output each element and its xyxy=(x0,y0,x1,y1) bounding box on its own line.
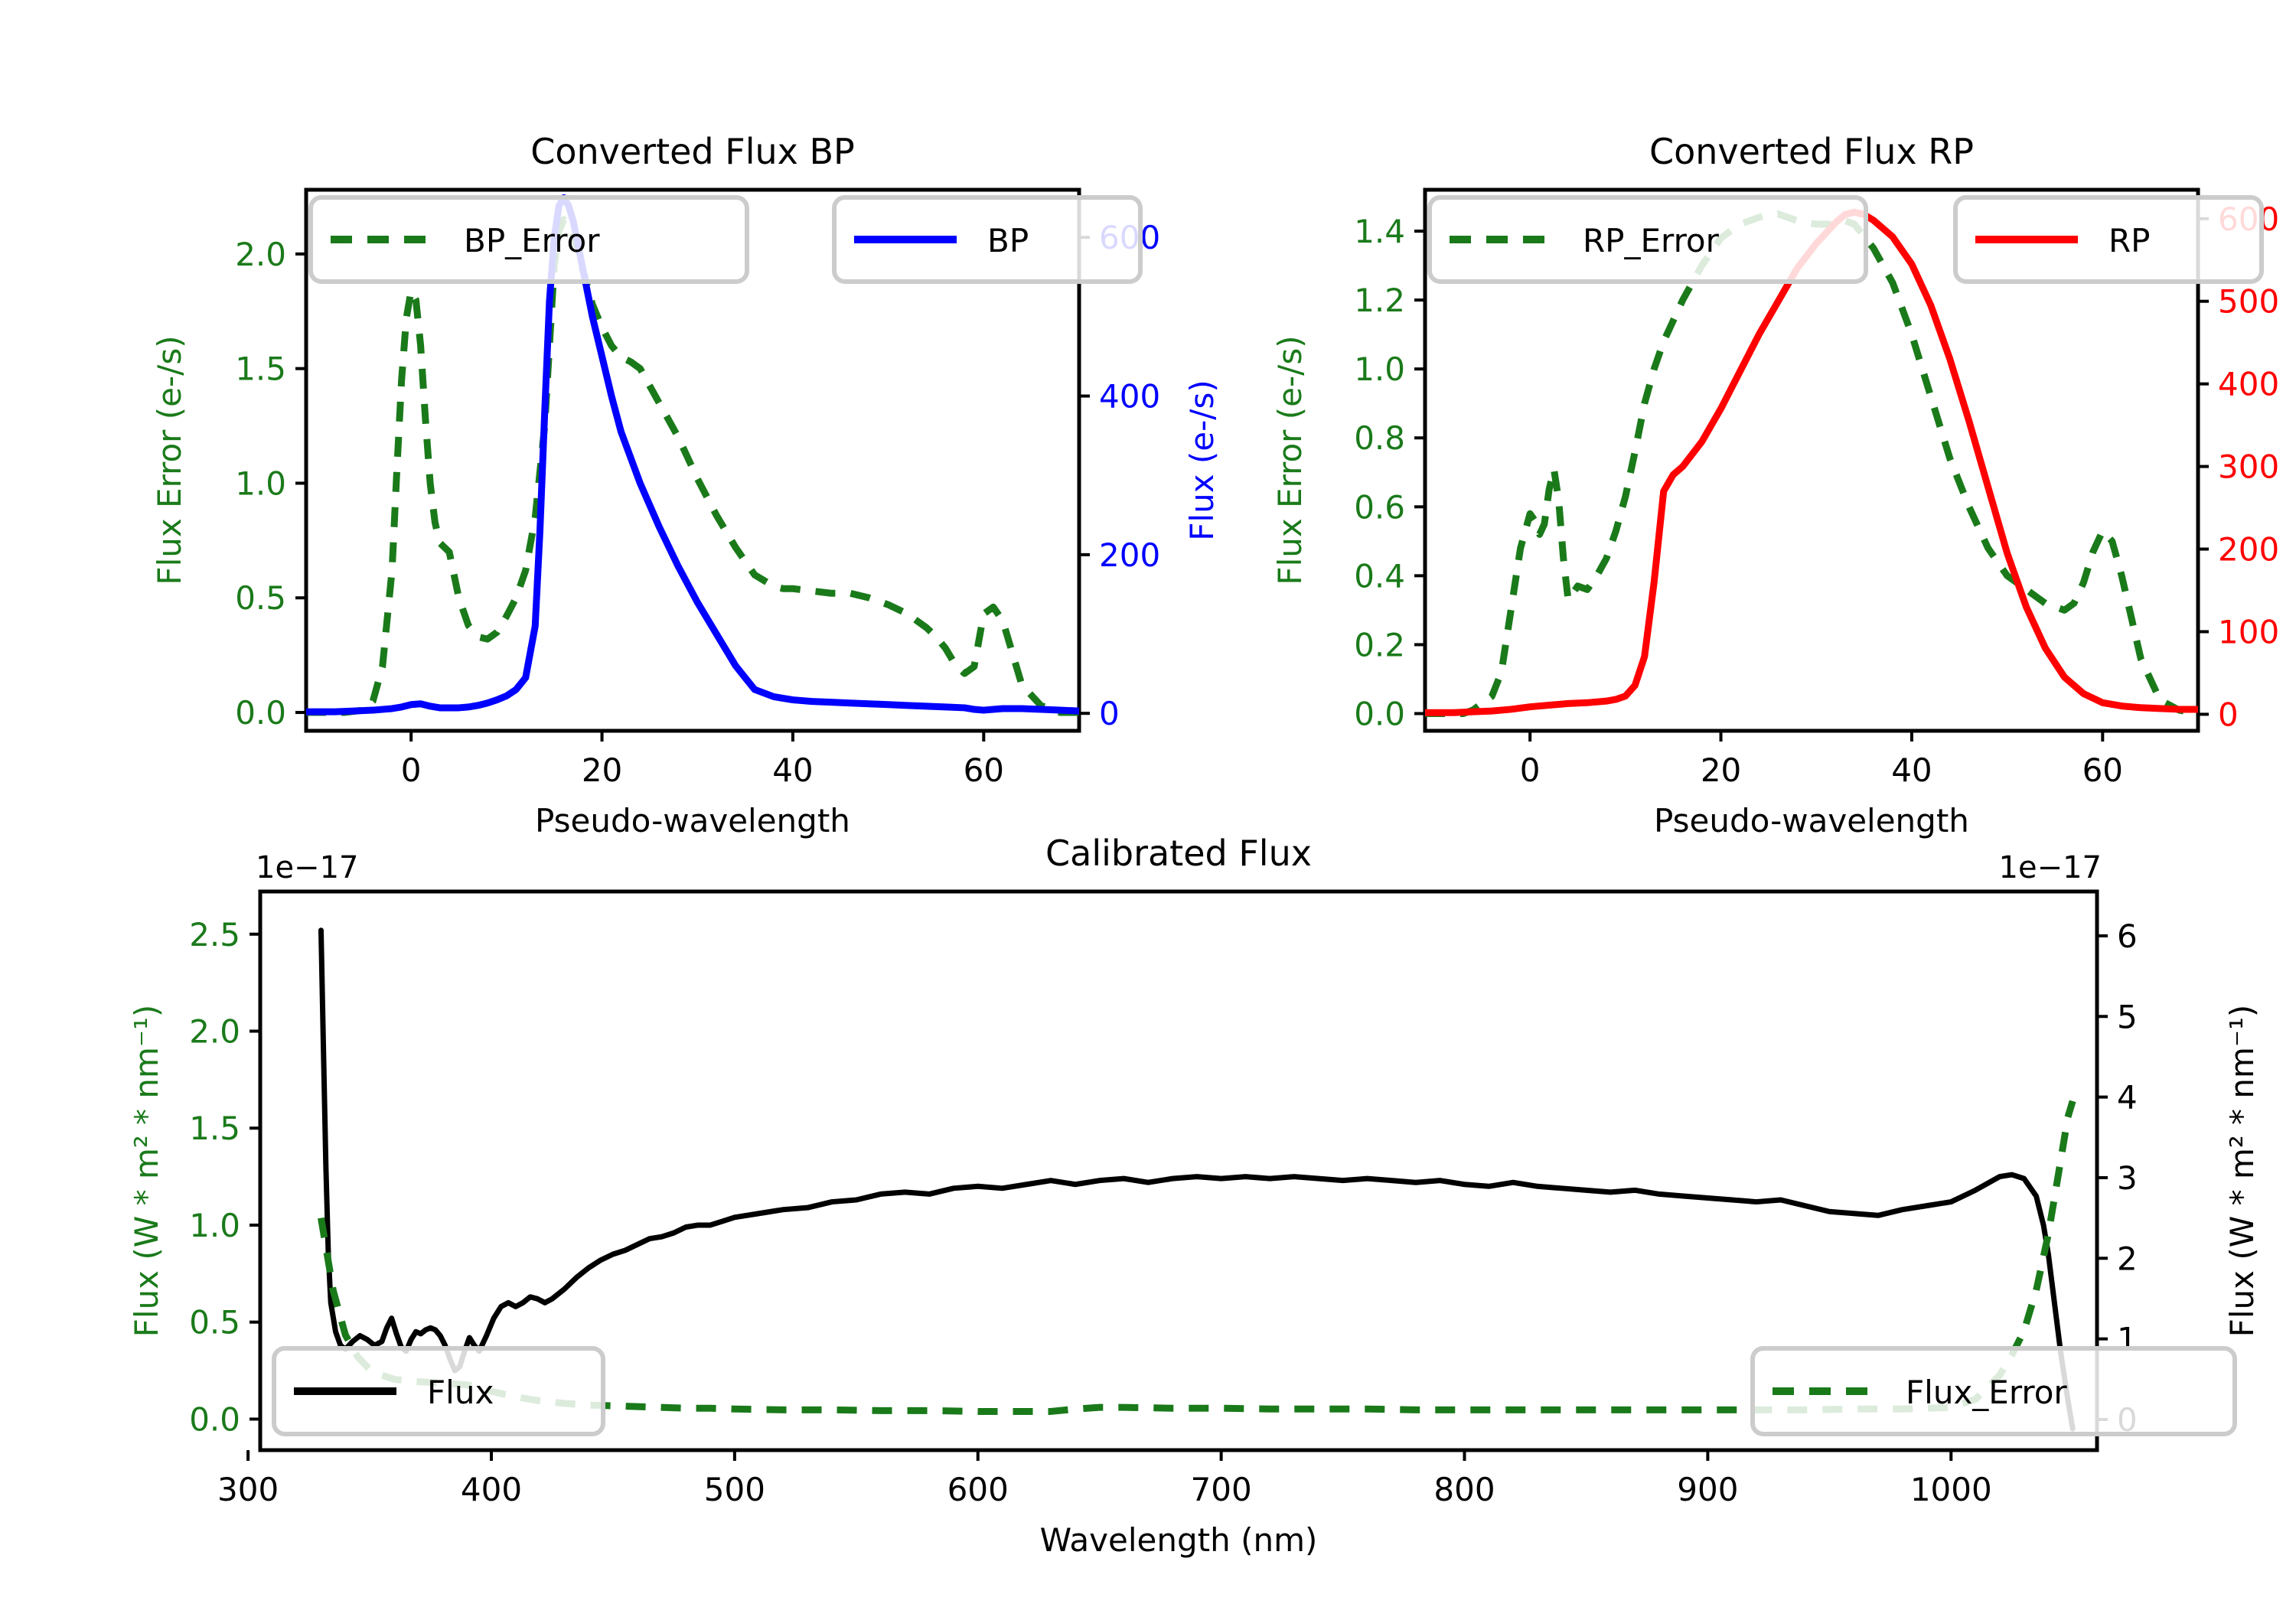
panel-title-bp: Converted Flux BP xyxy=(530,131,855,172)
yticklabel-right-rp-4: 400 xyxy=(2218,366,2279,403)
yticklabel-right-bp-2: 400 xyxy=(1099,378,1160,416)
xticklabel-cal-1: 400 xyxy=(461,1471,522,1508)
panel-bp: Converted Flux BP 0 20 40 60 Pseudo-wavelengt… xyxy=(151,131,1221,839)
yticklabel-left-cal-4: 2.0 xyxy=(189,1013,240,1051)
legend-label-cal-0: Flux xyxy=(427,1374,494,1411)
yticklabel-left-rp-1: 0.2 xyxy=(1354,626,1405,663)
plot-frame-rp xyxy=(1423,187,2200,733)
yticklabel-right-cal-2: 2 xyxy=(2117,1240,2138,1277)
yticklabel-right-cal-3: 3 xyxy=(2117,1159,2138,1197)
legend-label-cal-1: Flux_Error xyxy=(1906,1374,2067,1411)
legend-box-rp-0 xyxy=(1427,195,1868,284)
yticklabel-left-bp-2: 1.0 xyxy=(235,464,286,502)
yticklabel-left-cal-1: 0.5 xyxy=(189,1304,240,1341)
yticklabel-right-rp-5: 500 xyxy=(2218,283,2279,321)
xticklabel-cal-6: 900 xyxy=(1677,1471,1738,1508)
panel-cal: Calibrated Flux 300 400 500 600 700 800 900 1000… xyxy=(128,833,2261,1559)
yaxis-label-left-bp: Flux Error (e-/s) xyxy=(151,335,188,585)
legend-rp-0[interactable]: RP_Error xyxy=(1427,195,1868,284)
yticklabel-left-bp-3: 1.5 xyxy=(235,350,286,388)
xticklabel-cal-0: 300 xyxy=(217,1471,279,1508)
yticklabel-left-rp-0: 0.0 xyxy=(1354,695,1405,732)
xticklabel-bp-0: 0 xyxy=(401,751,422,789)
yticklabel-right-cal-4: 4 xyxy=(2117,1079,2138,1116)
xaxis-label-cal: Wavelength (nm) xyxy=(1040,1521,1318,1559)
yticklabel-right-rp-2: 200 xyxy=(2218,531,2279,569)
yticklabel-left-bp-0: 0.0 xyxy=(235,694,286,732)
legend-rp-1[interactable]: RP xyxy=(1953,195,2264,284)
yticklabel-left-rp-6: 1.2 xyxy=(1354,282,1405,319)
xticklabel-rp-2: 40 xyxy=(1891,751,1932,789)
legend-box-cal-0 xyxy=(272,1346,605,1436)
panel-title-cal: Calibrated Flux xyxy=(1045,833,1312,874)
xticklabel-bp-3: 60 xyxy=(964,751,1004,789)
yaxis-label-left-cal: Flux (W * m² * nm⁻¹) xyxy=(128,1005,165,1338)
yticklabel-right-bp-1: 200 xyxy=(1099,536,1160,574)
legend-label-bp-1: BP xyxy=(987,222,1029,259)
legend-label-rp-1: RP xyxy=(2108,222,2151,259)
legend-cal-1[interactable]: Flux_Error xyxy=(1750,1346,2237,1436)
series-rp-rp_error xyxy=(1425,210,2198,717)
yticklabel-right-rp-0: 0 xyxy=(2218,696,2239,733)
yticklabel-left-bp-1: 0.5 xyxy=(235,579,286,617)
legend-box-cal-1 xyxy=(1750,1346,2237,1436)
yticklabel-left-rp-5: 1.0 xyxy=(1354,350,1405,388)
legend-cal-0[interactable]: Flux xyxy=(272,1346,605,1436)
yticklabel-left-cal-3: 1.5 xyxy=(189,1110,240,1147)
xaxis-label-rp: Pseudo-wavelength xyxy=(1654,802,1969,839)
plot-frame-bp xyxy=(304,187,1081,733)
legend-box-rp-1 xyxy=(1953,195,2264,284)
yticklabel-right-cal-5: 5 xyxy=(2117,998,2138,1035)
series-bp-bp_error xyxy=(306,216,1079,716)
xticklabel-rp-1: 20 xyxy=(1701,751,1741,789)
plot-frame-cal xyxy=(258,889,2099,1452)
legend-box-bp-1 xyxy=(832,195,1143,284)
yticklabel-left-rp-2: 0.4 xyxy=(1354,557,1405,595)
yticklabel-left-cal-5: 2.5 xyxy=(189,916,240,953)
yaxis-label-left-rp: Flux Error (e-/s) xyxy=(1271,335,1309,585)
series-cal-flux xyxy=(318,927,2076,1432)
series-group-rp xyxy=(1425,208,2198,717)
yticklabel-right-rp-1: 100 xyxy=(2218,613,2279,650)
offset-text-left-cal: 1e−17 xyxy=(256,850,358,885)
yticklabel-left-bp-4: 2.0 xyxy=(235,236,286,273)
yaxis-label-right-cal: Flux (W * m² * nm⁻¹) xyxy=(2223,1005,2261,1338)
xaxis-label-bp: Pseudo-wavelength xyxy=(535,802,850,839)
yticklabel-left-rp-4: 0.8 xyxy=(1354,419,1405,457)
series-rp-rp xyxy=(1425,208,2198,716)
yticklabel-left-rp-7: 1.4 xyxy=(1354,213,1405,250)
panel-rp: Converted Flux RP 0 20 40 60 Pseudo-wavelengt… xyxy=(1271,131,2279,839)
xticklabel-bp-2: 40 xyxy=(772,751,813,789)
panel-title-rp: Converted Flux RP xyxy=(1649,131,1974,172)
xticklabel-bp-1: 20 xyxy=(582,751,622,789)
xticklabel-cal-5: 800 xyxy=(1433,1471,1495,1508)
legend-label-bp-0: BP_Error xyxy=(464,222,600,259)
offset-text-right-cal: 1e−17 xyxy=(1999,850,2102,885)
yticklabel-right-rp-3: 300 xyxy=(2218,448,2279,486)
legend-box-bp-0 xyxy=(308,195,749,284)
legend-bp-1[interactable]: BP xyxy=(832,195,1143,284)
yticklabel-left-rp-3: 0.6 xyxy=(1354,488,1405,526)
xticklabel-cal-3: 600 xyxy=(947,1471,1009,1508)
yticklabel-left-cal-2: 1.0 xyxy=(189,1207,240,1244)
xticklabel-cal-7: 1000 xyxy=(1910,1471,1992,1508)
yticklabel-right-cal-6: 6 xyxy=(2117,918,2138,955)
xticklabel-cal-2: 500 xyxy=(704,1471,765,1508)
series-bp-bp xyxy=(306,194,1079,715)
yticklabel-left-cal-0: 0.0 xyxy=(189,1400,240,1438)
yaxis-label-right-bp: Flux (e-/s) xyxy=(1183,380,1221,540)
legend-label-rp-0: RP_Error xyxy=(1583,222,1720,259)
legend-bp-0[interactable]: BP_Error xyxy=(308,195,749,284)
xticklabel-rp-0: 0 xyxy=(1520,751,1541,789)
xticklabel-rp-3: 60 xyxy=(2082,751,2123,789)
yticklabel-right-bp-0: 0 xyxy=(1099,695,1120,732)
xticklabel-cal-4: 700 xyxy=(1191,1471,1252,1508)
